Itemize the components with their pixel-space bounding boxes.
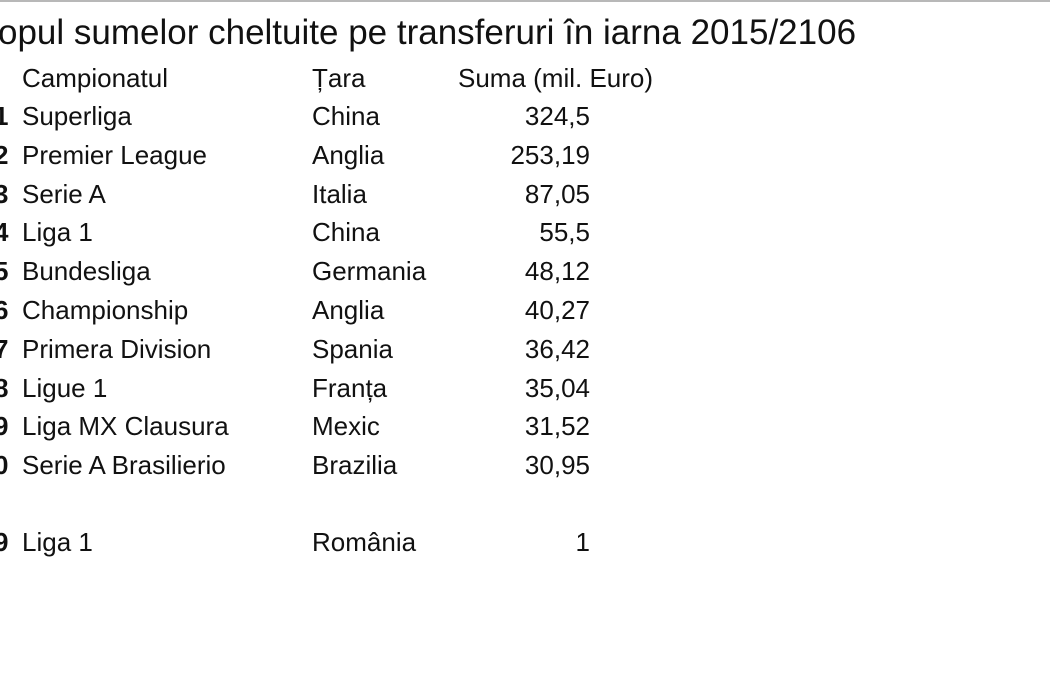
league: Championship [22,295,189,325]
country: Franța [312,372,388,403]
column-header: Suma (mil. Euro) [458,63,654,93]
amount: 30,95 [524,450,590,481]
country: Brazilia [312,450,398,481]
country: Anglia [312,139,385,170]
amount: 36,42 [524,333,590,364]
rank: 5 [0,256,8,286]
country: Spania [312,333,393,364]
rank: 8 [0,373,8,403]
rank: 4 [0,217,8,247]
country: Mexic [312,411,380,442]
league: Premier League [22,139,207,170]
country: Italia [312,178,367,209]
amount: 55,5 [539,217,590,248]
amount: 48,12 [524,256,590,287]
country: Germania [312,256,427,287]
amount: 87,05 [524,178,590,209]
country: China [312,101,380,131]
league: Ligue 1 [22,372,108,403]
amount: 35,04 [524,372,590,403]
league: Primera Division [22,333,212,364]
league: Serie A Brasilierio [22,450,226,481]
league: Superliga [22,101,132,131]
league: Liga 1 [22,527,93,557]
amount: 40,27 [524,295,590,325]
league: Liga MX Clausura [22,411,229,442]
rank: 2 [0,140,8,170]
league: Bundesliga [22,256,151,287]
amount: 31,52 [524,411,590,442]
column-header: Țara [312,63,366,93]
amount: 324,5 [524,101,590,131]
rank: 9 [0,527,8,557]
amount: 253,19 [510,139,590,170]
rank: 6 [0,295,8,325]
rank: 7 [0,334,8,364]
country: România [312,527,417,557]
country: Anglia [312,295,385,325]
rank: 3 [0,179,8,209]
rank: 0 [0,450,8,480]
amount: 1 [575,527,590,557]
league: Serie A [22,178,106,209]
league: Liga 1 [22,217,93,248]
country: China [312,217,380,248]
title: opul sumelor cheltuite pe transferuri în… [0,13,857,52]
column-header: Campionatul [22,63,168,93]
rank: 1 [0,101,8,131]
rank: 9 [0,411,8,441]
